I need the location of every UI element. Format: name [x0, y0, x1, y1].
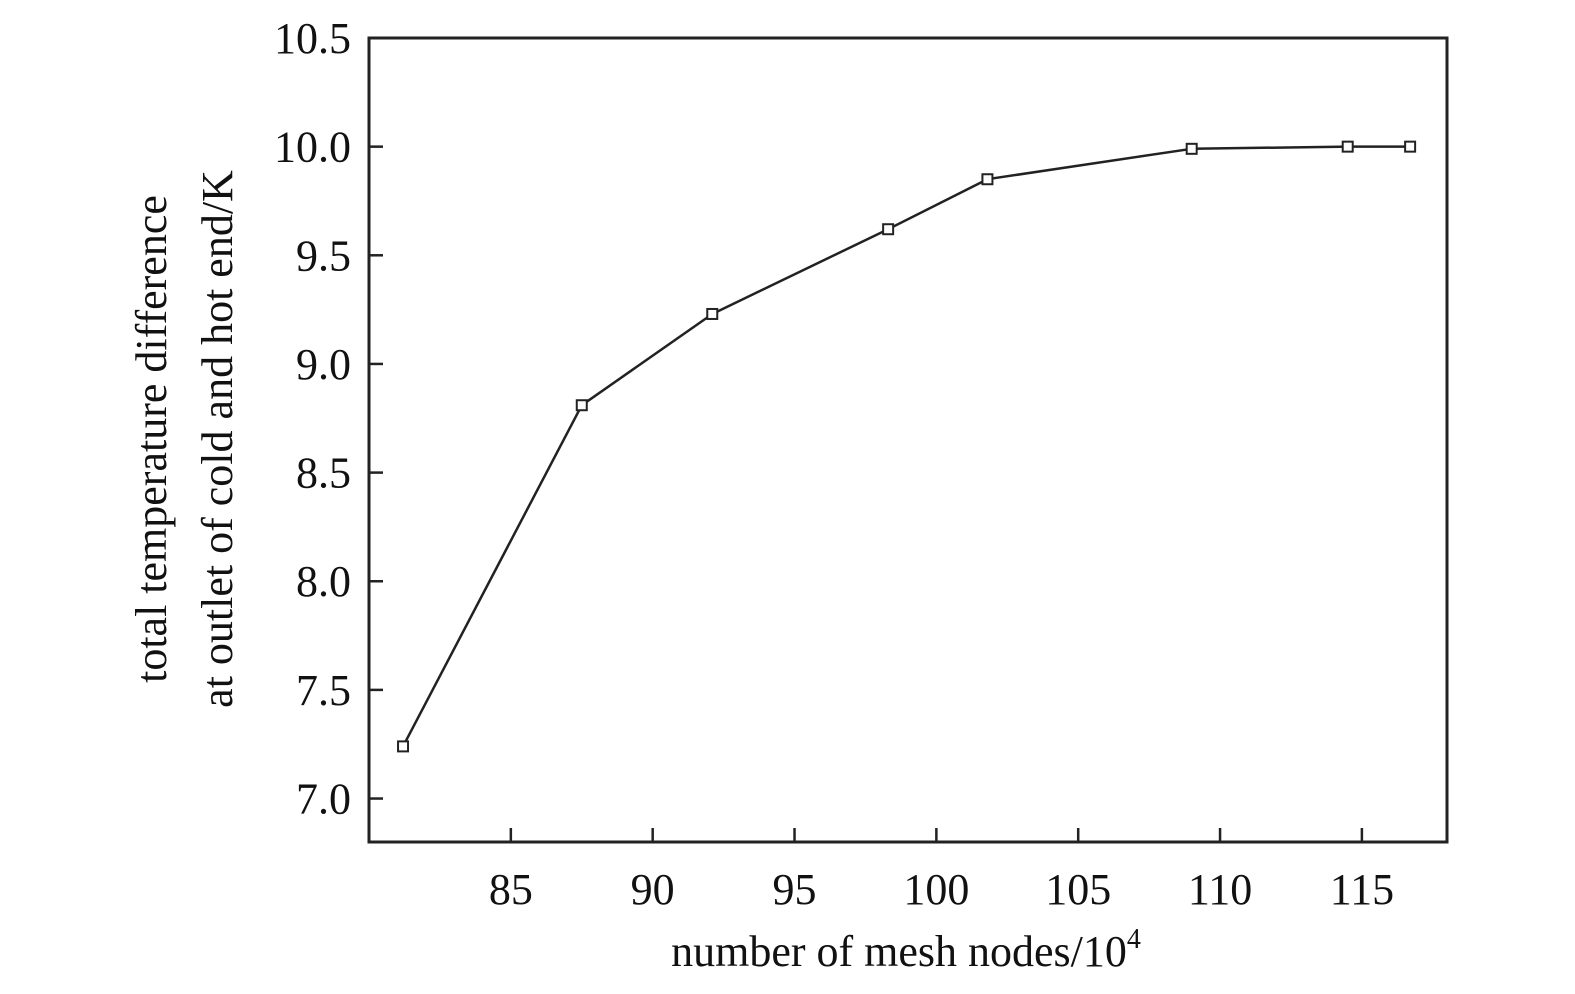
y-tick-label: 10.5 — [274, 14, 351, 63]
x-tick-label: 110 — [1188, 865, 1252, 914]
x-tick-label: 115 — [1330, 865, 1394, 914]
series-line — [401, 145, 1411, 747]
plot-frame — [367, 36, 1449, 844]
data-point-marker — [575, 399, 588, 412]
data-point-marker — [1341, 140, 1354, 153]
x-tick-label: 95 — [773, 865, 817, 914]
y-tick-label: 10.0 — [274, 123, 351, 172]
data-point-marker — [1185, 142, 1198, 155]
y-axis-label-line-2: at outlet of cold and hot end/K — [193, 170, 242, 708]
data-point-marker — [981, 173, 994, 186]
data-point-marker — [1404, 140, 1417, 153]
y-tick-label: 9.5 — [296, 231, 351, 280]
y-tick-label: 8.5 — [296, 449, 351, 498]
x-tick-label: 85 — [489, 865, 533, 914]
series-line-group — [401, 145, 1411, 747]
x-tick-label: 100 — [903, 865, 969, 914]
data-point-marker — [397, 740, 410, 753]
x-axis-label: number of mesh nodes/104 — [671, 924, 1141, 976]
x-axis-label-superscript: 4 — [1127, 924, 1141, 955]
x-axis-ticks: 85 90 95 100 105 110 115 — [489, 828, 1394, 914]
x-tick-label: 90 — [631, 865, 675, 914]
plot-area-border — [367, 36, 1449, 844]
y-axis-ticks: 7.0 7.5 8.0 8.5 9.0 9.5 10.0 10.5 — [274, 14, 383, 824]
x-tick-label: 105 — [1045, 865, 1111, 914]
data-point-marker — [706, 307, 719, 320]
y-tick-label: 9.0 — [296, 340, 351, 389]
y-tick-label: 8.0 — [296, 557, 351, 606]
x-axis-label-text: number of mesh nodes/10 — [671, 927, 1127, 976]
series-markers — [397, 140, 1417, 753]
y-tick-label: 7.0 — [296, 775, 351, 824]
data-point-marker — [882, 223, 895, 236]
y-axis-label-line-1: total temperature difference — [127, 195, 176, 683]
y-tick-label: 7.5 — [296, 666, 351, 715]
